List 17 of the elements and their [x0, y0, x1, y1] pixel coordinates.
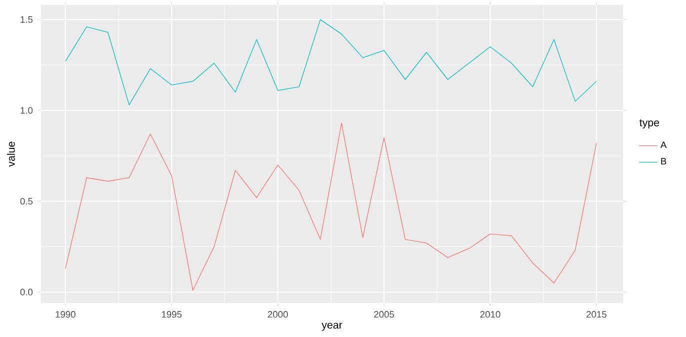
x-tick-label: 1995	[162, 311, 182, 318]
legend-label: B	[661, 158, 666, 164]
y-tick-label: 1.5	[20, 16, 33, 23]
y-axis-title: value	[6, 142, 15, 167]
line-series	[65, 19, 597, 106]
x-tick-label: 1990	[56, 311, 76, 318]
y-tick-label: 0.5	[20, 198, 33, 205]
x-tick-label: 2005	[374, 311, 394, 318]
x-tick-label: 2010	[480, 311, 500, 318]
legend-title: type	[640, 119, 660, 128]
legend-label: A	[660, 142, 667, 148]
x-tick-label: 2015	[586, 311, 606, 318]
x-axis-title: year	[322, 322, 342, 331]
y-tick-label: 1.0	[20, 107, 33, 114]
y-tick-label: 0.0	[20, 288, 33, 296]
x-tick-label: 2000	[268, 311, 288, 318]
line-series	[65, 122, 597, 291]
